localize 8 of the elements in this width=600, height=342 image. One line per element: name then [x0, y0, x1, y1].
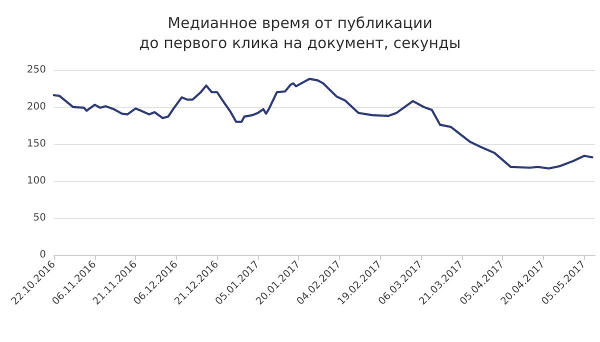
- y-tick-label: 150: [26, 138, 46, 150]
- y-tick-label: 200: [26, 102, 46, 112]
- y-tick-label: 250: [26, 64, 46, 76]
- y-tick-label: 100: [26, 176, 46, 186]
- line-series: [52, 78, 594, 170]
- y-tick-label: 0: [40, 250, 46, 260]
- y-tick-label: 50: [33, 212, 46, 224]
- chart-title: Медианное время от публикации до первого клика на документ, секунды: [139, 14, 461, 52]
